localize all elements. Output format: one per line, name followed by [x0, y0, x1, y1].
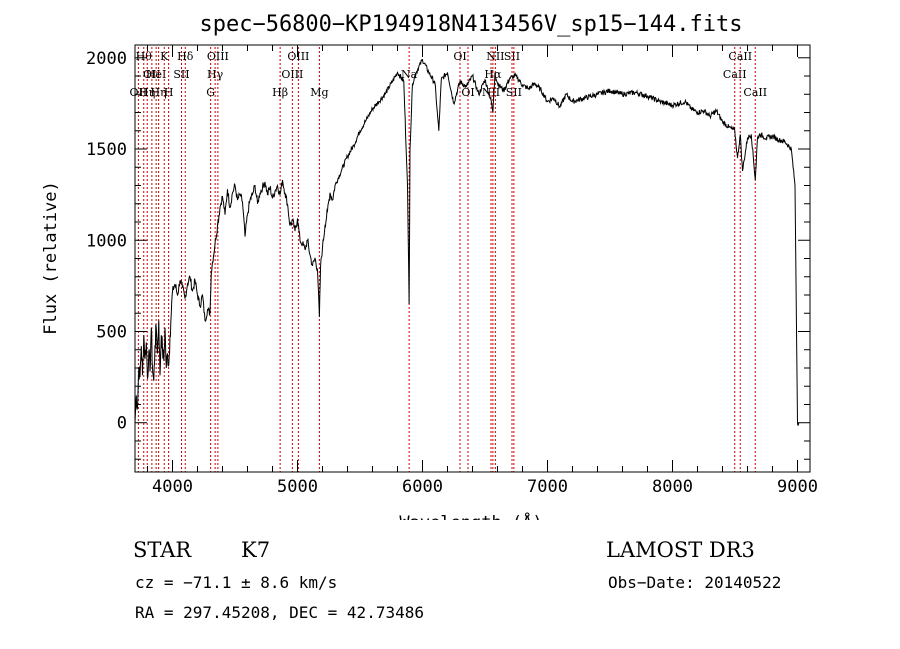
line-marker-label: H — [164, 86, 174, 99]
line-marker-label: G — [206, 86, 215, 99]
line-marker-label: NII — [486, 50, 504, 63]
spectrum-line — [134, 58, 800, 426]
line-marker-label: OI — [453, 50, 466, 63]
y-tick-label: 2000 — [86, 49, 127, 69]
line-marker-label: OII — [130, 86, 148, 99]
spectrum-series — [134, 58, 800, 426]
chart-title: spec−56800−KP194918N413456V_sp15−144.fit… — [199, 12, 742, 37]
x-tick-label: 4000 — [152, 477, 193, 497]
line-marker-label: Hγ — [207, 68, 224, 81]
x-tick-label: 8000 — [652, 477, 693, 497]
y-tick-label: 1000 — [86, 231, 127, 251]
line-marker-label: Na — [401, 68, 418, 81]
x-tick-label: 6000 — [402, 477, 443, 497]
line-marker-label: SII — [506, 86, 522, 99]
line-marker-label: OIII — [287, 50, 309, 63]
x-tick-label: 9000 — [777, 477, 818, 497]
line-marker-label: Hα — [484, 68, 502, 81]
y-axis: 0 500 1000 1500 2000 — [86, 49, 810, 460]
line-marker-label: HeI — [146, 68, 166, 81]
line-marker-label: SII — [504, 50, 520, 63]
line-marker-label: CaII — [743, 86, 767, 99]
line-marker-label: SII — [173, 68, 189, 81]
line-marker-label: Hδ — [177, 50, 194, 63]
x-tick-label: 5000 — [277, 477, 318, 497]
redshift-cz: cz = −71.1 ± 8.6 km/s — [135, 573, 338, 592]
obs-date: Obs−Date: 20140522 — [608, 573, 782, 592]
line-markers: OIIHθHηOIIHeIHηKHSIIHδGHγOIIIHβOIIIOIIIM… — [130, 47, 767, 472]
y-tick-label: 0 — [117, 414, 127, 434]
x-axis: 4000 5000 6000 7000 8000 9000 — [147, 45, 818, 497]
line-marker-label: OIII — [281, 68, 303, 81]
line-marker-label: Hη — [139, 86, 155, 99]
survey-name: LAMOST DR3 — [606, 538, 755, 562]
line-marker-label: OIII — [207, 50, 229, 63]
x-axis-label: Wavelength (Å) — [399, 511, 542, 520]
line-marker-label: CaII — [728, 50, 752, 63]
object-subclass: K7 — [241, 538, 271, 562]
line-marker-label: K — [160, 50, 169, 63]
line-marker-label: Mg — [310, 86, 328, 99]
line-marker-label: Hθ — [136, 50, 153, 63]
y-tick-label: 1500 — [86, 140, 127, 160]
line-marker-label: Hβ — [272, 86, 288, 99]
line-marker-label: Hη — [151, 86, 167, 99]
line-marker-label: OI — [461, 86, 474, 99]
y-tick-label: 500 — [96, 322, 127, 342]
plot-frame — [134, 44, 811, 473]
object-class: STAR — [133, 538, 192, 562]
ra-dec: RA = 297.45208, DEC = 42.73486 — [135, 603, 424, 622]
spectrum-chart: spec−56800−KP194918N413456V_sp15−144.fit… — [41, 12, 818, 520]
line-marker-label: CaII — [723, 68, 747, 81]
y-axis-label: Flux (relative) — [41, 181, 61, 335]
x-tick-label: 7000 — [527, 477, 568, 497]
